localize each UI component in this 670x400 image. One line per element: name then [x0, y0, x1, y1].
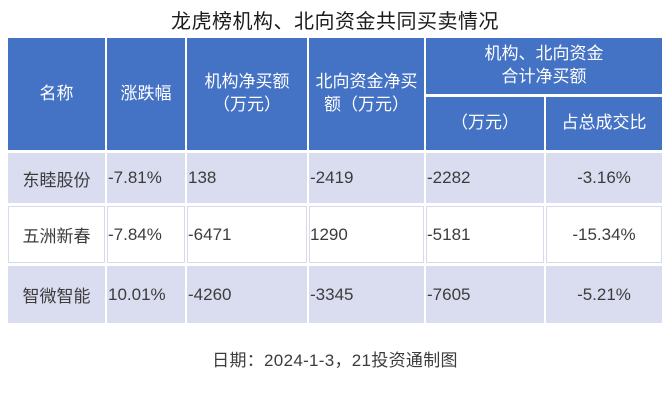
col-header-north-net-buy: 北向资金净买 额（万元） [309, 38, 424, 150]
col-header-name: 名称 [8, 38, 105, 150]
col-header-combined-ratio: 占总成交比 [546, 97, 662, 150]
cell-inst-net: -6471 [187, 206, 307, 263]
cell-north-net: 1290 [309, 206, 424, 263]
data-table: 名称 涨跌幅 机构净买额 （万元） 北向资金净买 额（万元） 机构、北向资金 合… [6, 35, 664, 393]
chart-title: 龙虎榜机构、北向资金共同买卖情况 [171, 11, 499, 33]
col-header-north-line2: 额（万元） [324, 95, 409, 114]
header-row-top: 名称 涨跌幅 机构净买额 （万元） 北向资金净买 额（万元） 机构、北向资金 合… [8, 38, 662, 150]
cell-combined-net: -5181 [426, 206, 544, 263]
col-header-combined-amount: （万元） [426, 97, 544, 150]
cell-stock-name: 五洲新春 [8, 206, 105, 263]
table-row: 五洲新春 -7.84% -6471 1290 -5181 -15.34% [8, 206, 662, 263]
cell-stock-name: 智微智能 [8, 266, 105, 323]
table-row: 智微智能 10.01% -4260 -3345 -7605 -5.21% [8, 266, 662, 323]
cell-change: -7.81% [107, 153, 185, 203]
cell-change: -7.84% [107, 206, 185, 263]
table-row: 东睦股份 -7.81% 138 -2419 -2282 -3.16% [8, 153, 662, 203]
cell-ratio: -5.21% [546, 266, 662, 323]
source-note: 日期：2024-1-3，21投资通制图 [8, 326, 662, 390]
col-header-combined-group: 机构、北向资金 合计净买额 [426, 38, 662, 94]
cell-combined-net: -2282 [426, 153, 544, 203]
cell-ratio: -15.34% [546, 206, 662, 263]
footer-row: 日期：2024-1-3，21投资通制图 [8, 326, 662, 390]
cell-north-net: -3345 [309, 266, 424, 323]
header-row-sub: （万元） 占总成交比 [8, 97, 662, 150]
col-header-combined-line2: 合计净买额 [501, 67, 587, 86]
cell-change: 10.01% [107, 266, 185, 323]
col-header-inst-line2: （万元） [213, 95, 281, 114]
cell-north-net: -2419 [309, 153, 424, 203]
cell-inst-net: -4260 [187, 266, 307, 323]
col-header-combined-line1: 机构、北向资金 [484, 44, 604, 64]
col-header-inst-line1: 机构净买额 [204, 72, 290, 92]
cell-ratio: -3.16% [546, 153, 662, 203]
col-header-inst-net-buy: 机构净买额 （万元） [187, 38, 307, 150]
col-header-north-line1: 北向资金净买 [315, 72, 418, 92]
cell-stock-name: 东睦股份 [8, 153, 105, 203]
cell-combined-net: -7605 [426, 266, 544, 323]
cell-inst-net: 138 [187, 153, 307, 203]
col-header-change: 涨跌幅 [107, 38, 185, 150]
